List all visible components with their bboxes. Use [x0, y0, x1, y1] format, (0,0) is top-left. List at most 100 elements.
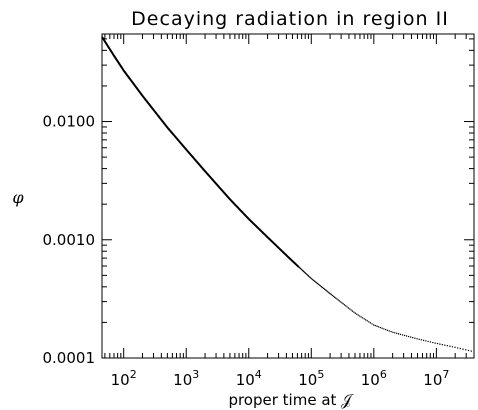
data-point [354, 312, 357, 314]
x-tick-label: 106 [361, 368, 387, 389]
data-point [365, 319, 367, 321]
x-tick-label: 104 [236, 368, 262, 389]
data-point [361, 317, 364, 319]
y-axis: 0.0100 0.0010 0.0001 [43, 38, 474, 367]
data-point [383, 328, 385, 330]
data-point [324, 289, 327, 291]
data-point [337, 299, 339, 301]
data-point [316, 282, 319, 285]
data-point [394, 332, 396, 334]
data-point [320, 286, 323, 288]
data-point [470, 350, 472, 352]
data-point [338, 300, 341, 302]
data-point [372, 324, 375, 326]
chart-title: Decaying radiation in region II [131, 8, 449, 30]
data-point [309, 276, 311, 279]
data-series [101, 36, 472, 352]
plot-frame [101, 33, 475, 359]
data-point [449, 345, 451, 347]
data-point [376, 325, 378, 327]
x-tick-label: 102 [111, 368, 137, 389]
data-point [314, 281, 317, 283]
data-point [353, 311, 355, 313]
data-point [357, 314, 359, 316]
data-point [422, 339, 425, 342]
data-point [317, 283, 320, 286]
data-point [351, 310, 354, 312]
y-tick-label: 0.0100 [43, 113, 96, 131]
data-point [330, 293, 332, 296]
data-point [323, 288, 326, 290]
data-point [332, 295, 335, 297]
data-point [335, 297, 337, 299]
data-point [331, 294, 334, 297]
data-point [333, 296, 336, 298]
data-point [441, 343, 444, 346]
data-point [418, 338, 420, 341]
data-point [328, 292, 330, 294]
data-point [462, 348, 464, 350]
data-point [397, 333, 400, 335]
data-line [101, 36, 300, 268]
data-point [429, 341, 432, 343]
data-point [386, 329, 389, 331]
data-point [396, 332, 398, 335]
data-point [315, 282, 318, 284]
data-point [444, 344, 446, 346]
y-tick-label: 0.0001 [43, 349, 96, 367]
data-point [467, 349, 470, 352]
data-point [339, 301, 342, 303]
data-point [439, 343, 441, 345]
data-point [326, 290, 328, 292]
data-point [360, 316, 362, 318]
data-point [401, 334, 404, 336]
data-point [327, 291, 329, 293]
data-point [363, 318, 365, 320]
data-point [341, 302, 343, 304]
data-point [318, 284, 321, 286]
data-point [427, 340, 429, 343]
data-point [319, 285, 322, 287]
data-point [414, 337, 416, 339]
data-point [392, 331, 394, 334]
x-tick-label: 103 [173, 368, 199, 389]
y-axis-label: φ [12, 188, 24, 207]
data-point [409, 336, 412, 338]
data-point [412, 336, 414, 339]
data-point [456, 347, 459, 349]
data-point [346, 306, 348, 308]
data-point [420, 339, 423, 341]
data-point [342, 303, 344, 305]
data-point [368, 321, 370, 323]
data-point [349, 308, 351, 310]
data-point [329, 292, 331, 295]
data-point [371, 323, 373, 325]
data-point [379, 326, 382, 329]
data-point [356, 313, 358, 315]
data-point [403, 334, 406, 337]
data-point [369, 322, 372, 324]
data-point [407, 335, 410, 338]
data-point [451, 346, 454, 348]
data-point [416, 338, 418, 340]
data-point [350, 309, 352, 311]
data-point [436, 342, 439, 345]
data-point [381, 327, 383, 329]
data-point [405, 335, 408, 337]
data-point [377, 326, 380, 328]
data-point [313, 279, 315, 282]
plot-border [101, 33, 475, 359]
x-tick-label: 105 [298, 368, 324, 389]
data-point [432, 341, 434, 344]
data-point [345, 305, 347, 307]
data-point [465, 349, 467, 351]
x-axis: 102 103 104 105 106 107 [104, 34, 475, 389]
data-point [366, 320, 368, 322]
data-point [399, 333, 402, 336]
data-point [358, 315, 361, 317]
data-point [459, 347, 462, 350]
data-point [321, 286, 324, 289]
data-point [390, 330, 392, 333]
data-point [434, 342, 436, 344]
